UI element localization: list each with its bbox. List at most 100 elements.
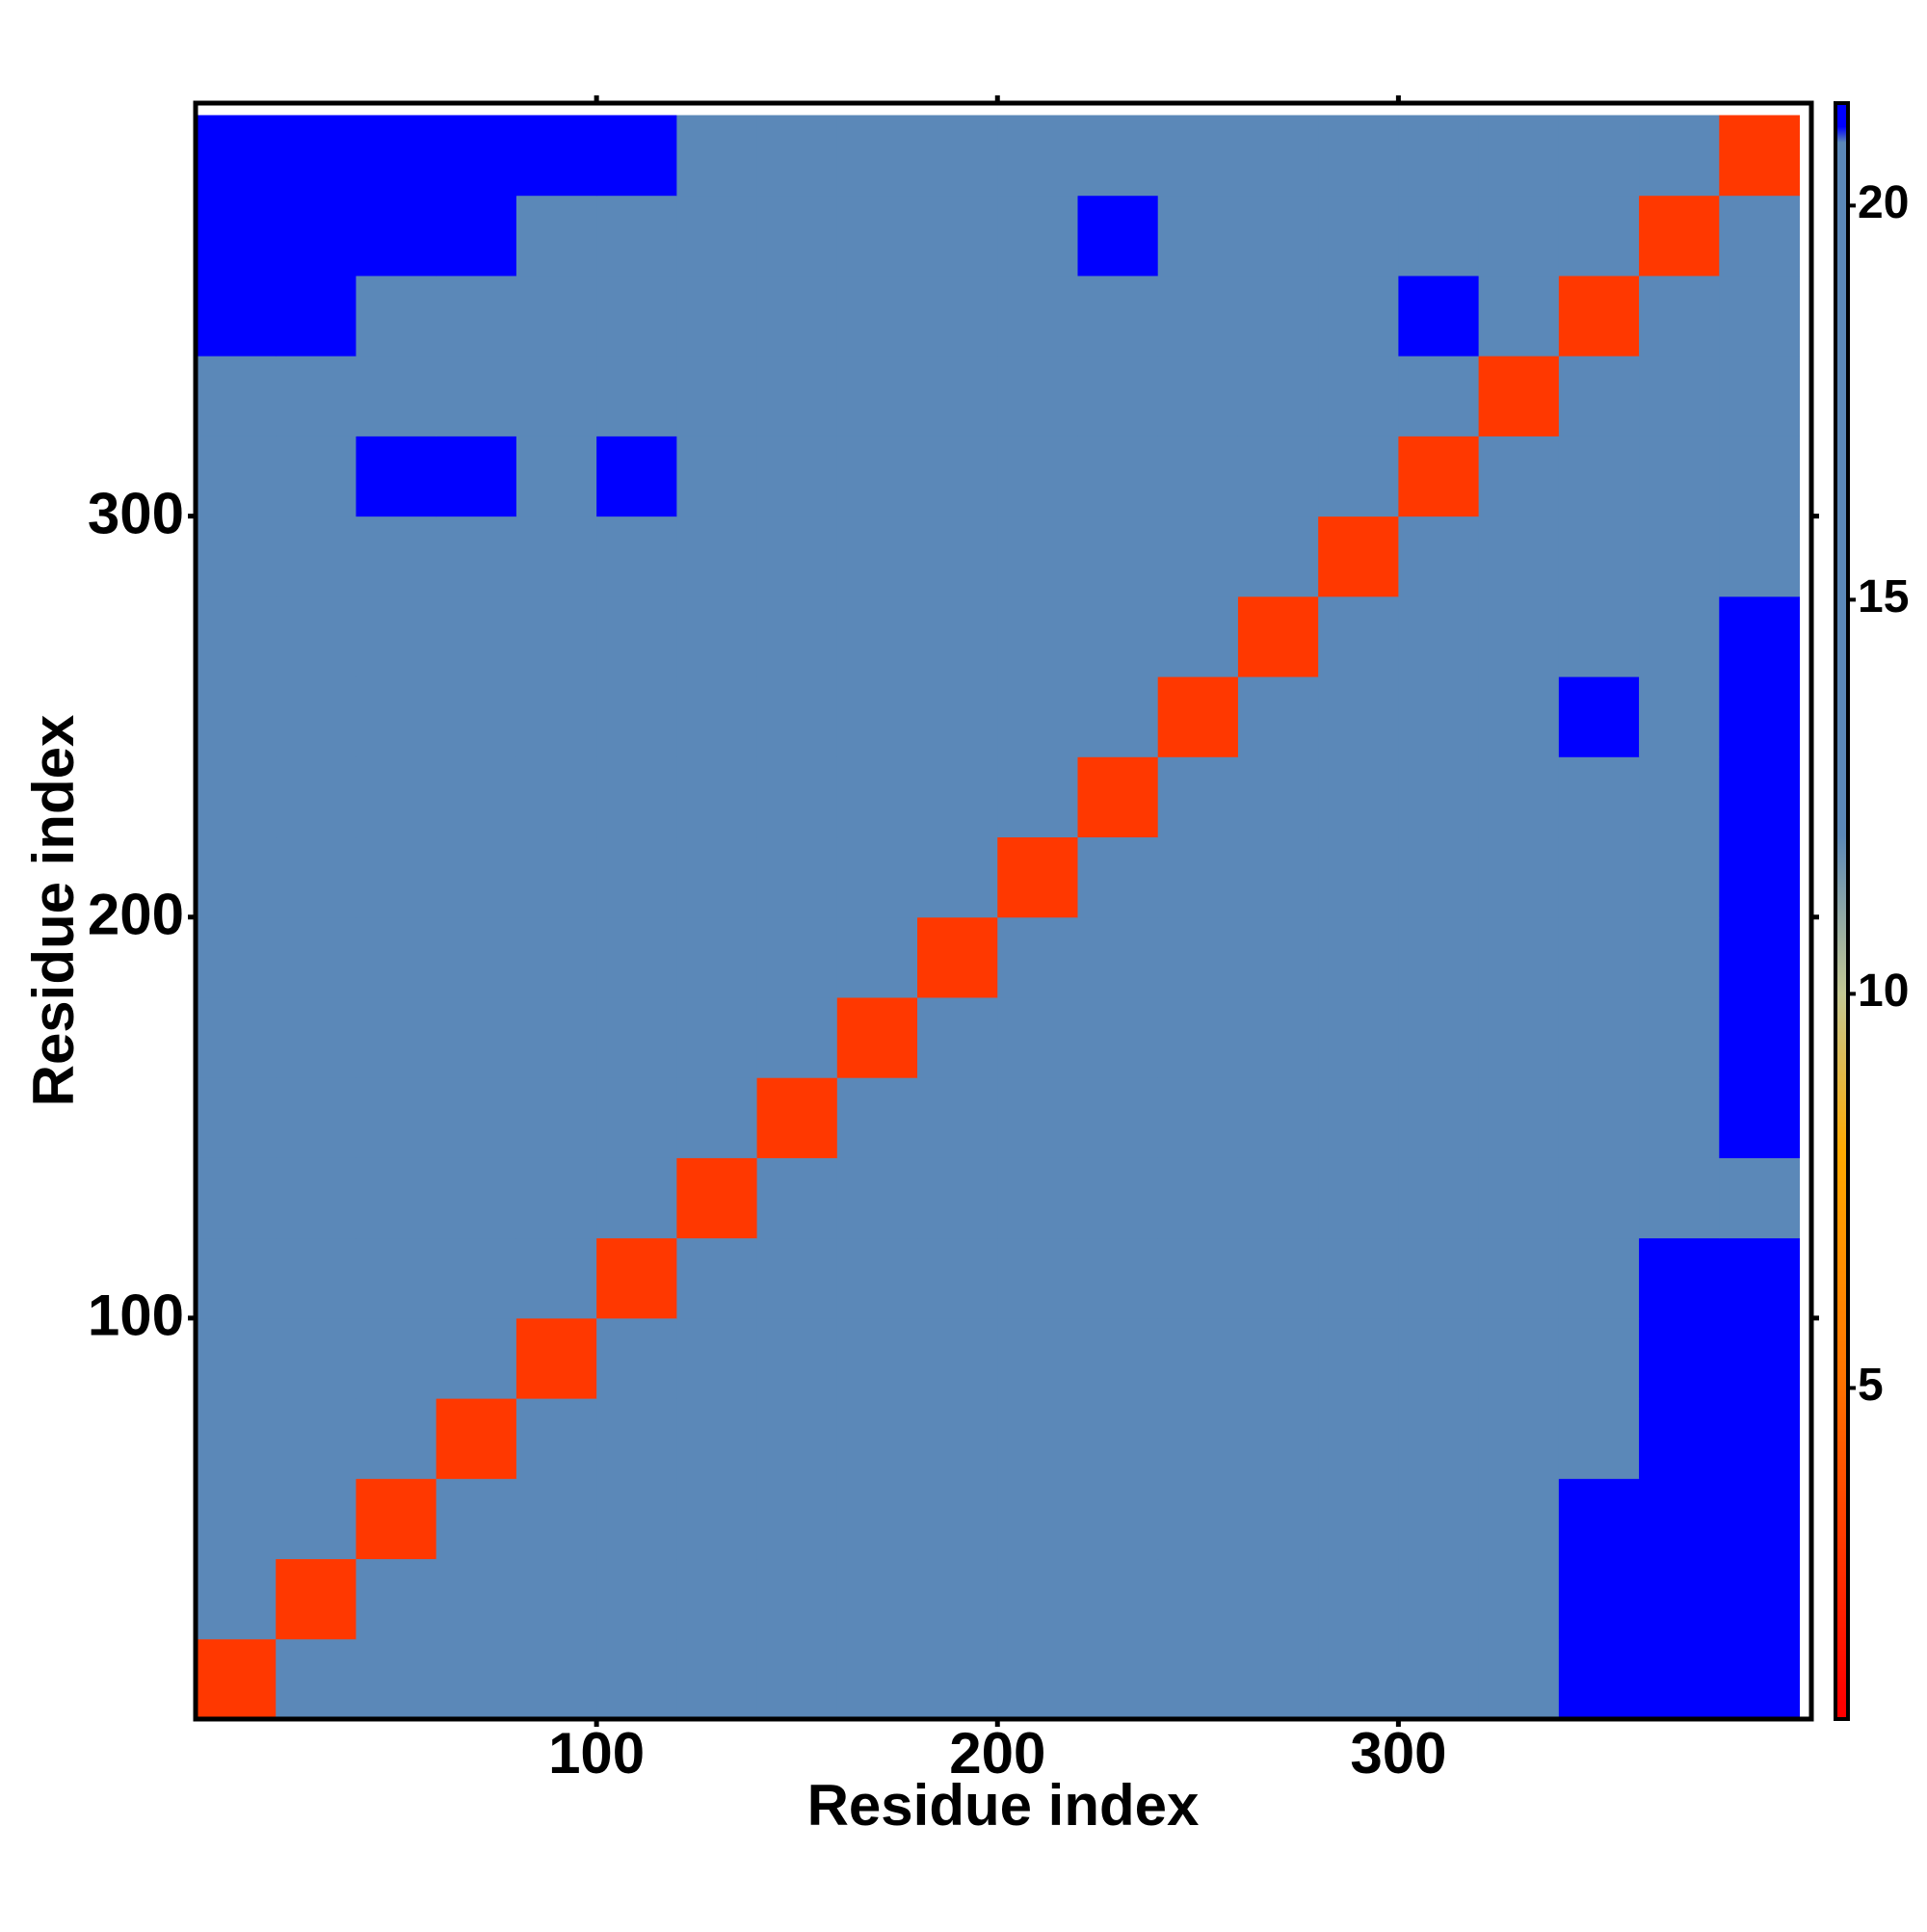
heatmap-cell	[997, 1317, 1078, 1399]
heatmap-cell	[836, 195, 918, 277]
heatmap-cell	[196, 836, 277, 918]
heatmap-cell	[1237, 356, 1319, 437]
heatmap-cell	[1558, 916, 1640, 998]
heatmap-cell	[596, 1157, 677, 1239]
heatmap-cell	[356, 1317, 437, 1399]
heatmap-cell	[997, 436, 1078, 517]
heatmap-cell	[515, 996, 597, 1078]
heatmap-cell	[356, 676, 437, 757]
heatmap-cell	[276, 1558, 356, 1640]
heatmap-cell	[1719, 756, 1801, 838]
heatmap-cell	[917, 275, 998, 357]
heatmap-cell	[356, 275, 437, 357]
heatmap-cell	[1318, 1398, 1399, 1479]
heatmap-cell	[196, 516, 277, 597]
heatmap-cell	[1077, 516, 1159, 597]
heatmap-cell	[596, 275, 677, 357]
heatmap-cell	[356, 1478, 437, 1560]
heatmap-cell	[436, 275, 517, 357]
heatmap-cell	[1478, 195, 1560, 277]
heatmap-cell	[1719, 436, 1801, 517]
heatmap-cell	[1478, 1638, 1560, 1720]
heatmap-cell	[1639, 1077, 1720, 1158]
heatmap-cell	[1077, 676, 1159, 757]
heatmap-cell	[436, 195, 517, 277]
heatmap-cell	[1237, 756, 1319, 838]
heatmap-cell	[836, 1317, 918, 1399]
heatmap-cell	[1558, 436, 1640, 517]
heatmap-cell	[196, 1558, 277, 1640]
heatmap-cell	[1719, 115, 1801, 197]
heatmap-cell	[917, 1398, 998, 1479]
heatmap-cell	[1398, 836, 1480, 918]
heatmap-cell	[1558, 1558, 1640, 1640]
heatmap-cell	[1318, 1317, 1399, 1399]
heatmap-cell	[1237, 1558, 1319, 1640]
heatmap-cell	[676, 916, 758, 998]
heatmap-cell	[515, 195, 597, 277]
heatmap-cell	[1237, 115, 1319, 197]
heatmap-cell	[1719, 1157, 1801, 1239]
heatmap-cell	[1237, 1237, 1319, 1319]
heatmap-cell	[997, 996, 1078, 1078]
heatmap-cell	[1558, 1157, 1640, 1239]
heatmap-cell	[1157, 1077, 1239, 1158]
heatmap-cell	[276, 1077, 356, 1158]
heatmap-cell	[917, 756, 998, 838]
heatmap-cell	[836, 356, 918, 437]
heatmap-cell	[196, 1237, 277, 1319]
heatmap-cell	[1398, 676, 1480, 757]
heatmap-cell	[676, 1317, 758, 1399]
heatmap-cell	[836, 1157, 918, 1239]
heatmap-cell	[436, 1157, 517, 1239]
heatmap-cell	[997, 1077, 1078, 1158]
heatmap-cell	[1558, 756, 1640, 838]
heatmap-cell	[917, 1317, 998, 1399]
x-axis-title: Residue index	[807, 1773, 1200, 1838]
heatmap-cell	[596, 1237, 677, 1319]
heatmap-cell	[836, 1077, 918, 1158]
heatmap-cell	[997, 195, 1078, 277]
heatmap-cell	[1318, 676, 1399, 757]
heatmap-cell	[676, 1398, 758, 1479]
heatmap-cell	[1318, 516, 1399, 597]
heatmap-cell	[1318, 595, 1399, 677]
heatmap-cell	[1077, 436, 1159, 517]
heatmap-cell	[1558, 195, 1640, 277]
heatmap-cell	[276, 195, 356, 277]
heatmap-cell	[1398, 356, 1480, 437]
colorbar-tick-label: 15	[1858, 571, 1909, 622]
heatmap-cell	[1398, 436, 1480, 517]
heatmap-cell	[356, 1638, 437, 1720]
heatmap-cell	[676, 996, 758, 1078]
heatmap-cell	[676, 436, 758, 517]
heatmap-cell	[515, 836, 597, 918]
heatmap-cell	[676, 1157, 758, 1239]
heatmap-cell	[1398, 996, 1480, 1078]
heatmap-cell	[356, 195, 437, 277]
heatmap-cell	[1558, 275, 1640, 357]
heatmap-cell	[676, 1077, 758, 1158]
heatmap-cell	[1639, 1558, 1720, 1640]
heatmap-cell	[756, 676, 838, 757]
heatmap-cell	[1478, 595, 1560, 677]
heatmap-cell	[196, 1317, 277, 1399]
heatmap-cell	[676, 1638, 758, 1720]
heatmap-cell	[1558, 996, 1640, 1078]
heatmap-cell	[196, 916, 277, 998]
heatmap-cell	[1157, 115, 1239, 197]
heatmap-cell	[1318, 1157, 1399, 1239]
heatmap-cell	[997, 756, 1078, 838]
heatmap-cell	[356, 1398, 437, 1479]
heatmap-cell	[997, 836, 1078, 918]
heatmap-cell	[196, 436, 277, 517]
heatmap-cell	[276, 356, 356, 437]
heatmap-cell	[1398, 1237, 1480, 1319]
colorbar	[1834, 101, 1850, 1721]
heatmap-cell	[756, 595, 838, 677]
heatmap-cell	[596, 516, 677, 597]
heatmap-cell	[1398, 595, 1480, 677]
heatmap-cell	[436, 996, 517, 1078]
heatmap-cell	[676, 595, 758, 677]
heatmap-cell	[676, 356, 758, 437]
